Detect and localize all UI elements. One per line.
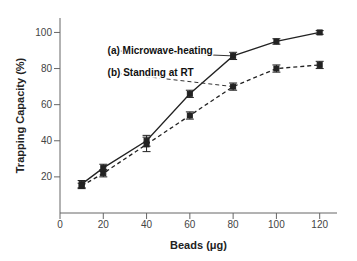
svg-text:0: 0 <box>57 219 63 230</box>
svg-text:80: 80 <box>228 219 240 230</box>
svg-text:60: 60 <box>184 219 196 230</box>
svg-text:80: 80 <box>41 63 53 74</box>
svg-text:100: 100 <box>35 27 52 38</box>
svg-text:40: 40 <box>141 219 153 230</box>
svg-text:(a) Microwave-heating: (a) Microwave-heating <box>108 45 213 56</box>
svg-text:20: 20 <box>98 219 110 230</box>
svg-text:100: 100 <box>268 219 285 230</box>
svg-text:60: 60 <box>41 99 53 110</box>
svg-text:(b) Standing at RT: (b) Standing at RT <box>108 67 194 78</box>
svg-text:Beads (μg): Beads (μg) <box>170 239 227 251</box>
svg-text:120: 120 <box>311 219 328 230</box>
svg-text:20: 20 <box>41 171 53 182</box>
svg-text:40: 40 <box>41 135 53 146</box>
svg-text:Trapping Capacity (%): Trapping Capacity (%) <box>14 57 26 173</box>
